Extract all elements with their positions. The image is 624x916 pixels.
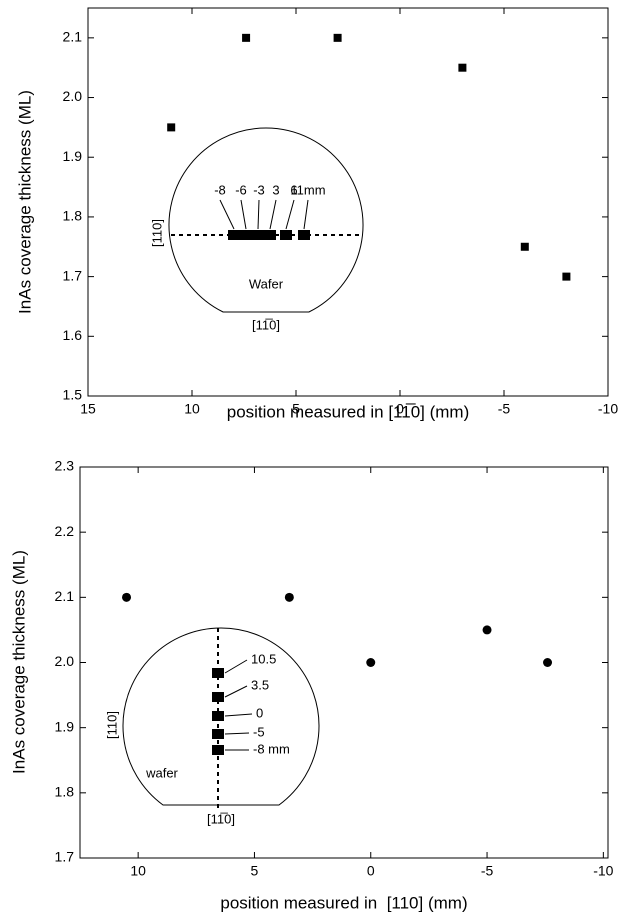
inset-label: [110] [149,219,164,247]
inset-label: 3 [272,182,279,197]
inset-marker [252,230,264,240]
inset-leader [257,199,260,230]
y-tick-label: 1.8 [55,784,75,800]
data-point [366,658,376,667]
data-point [562,272,571,281]
wafer-outline [122,627,320,806]
data-point [520,242,529,251]
y-tick-label: 2.1 [63,29,83,45]
data-point [482,625,492,635]
y-tick-label: 1.6 [63,327,83,343]
inset-label: [110] [104,711,119,739]
data-point [242,33,251,42]
y-tick-label: 1.9 [55,718,75,734]
inset-label: wafer [145,765,178,780]
x-tick-label: -5 [498,401,511,417]
inset-label: 11mm [290,182,325,197]
inset-marker [212,692,224,702]
inset-label: -3 [253,182,265,197]
inset-label: [11̅0] [207,811,235,826]
x-tick-label: 0 [367,863,375,879]
y-tick-label: 2.3 [55,458,75,474]
x-axis-label: position measured in [110] (mm) [220,893,467,912]
y-tick-label: 1.8 [63,208,83,224]
y-tick-label: 2.0 [55,653,75,669]
plot-frame [79,466,609,859]
y-axis-label: InAs coverage thickness (ML) [9,550,28,774]
data-point [543,658,553,667]
inset-label: 0 [256,705,263,720]
inset-label: Wafer [249,276,284,291]
inset-label: -6 [235,182,247,197]
data-point [122,592,132,602]
y-axis-label: InAs coverage thickness (ML) [15,90,34,314]
inset-marker [212,745,224,755]
inset-marker [264,230,276,240]
x-tick-label: -5 [481,863,494,879]
inset-label: 6 [290,182,297,197]
inset-marker [240,230,252,240]
plot-frame [87,7,609,397]
inset-label: -8 [214,182,226,197]
inset-marker [212,729,224,739]
x-tick-label: 5 [292,401,300,417]
inset-marker [298,230,310,240]
x-tick-label: 0 [396,401,404,417]
inset-marker [228,230,240,240]
y-tick-label: 2.2 [55,523,75,539]
x-tick-label: 15 [80,401,96,417]
y-tick-label: 2.1 [55,588,75,604]
inset-leader [224,713,253,717]
y-tick-label: 1.7 [63,267,83,283]
inset-leader [224,685,248,698]
x-tick-label: 10 [184,401,200,417]
inset-label: -5 [253,724,265,739]
y-tick-label: 1.5 [63,387,83,403]
inset-label: 10.5 [251,651,276,666]
inset-leader [219,199,235,230]
y-tick-label: 1.9 [63,148,83,164]
inset-leader [224,659,248,674]
inset-leader [269,199,277,230]
inset-marker [212,668,224,678]
inset-label: -8 mm [253,741,290,756]
inset-label: 3.5 [251,677,269,692]
inset-leader [303,199,309,230]
x-tick-label: -10 [593,863,613,879]
data-point [458,63,467,72]
x-axis-label: position measured in [11̅0] (mm) [227,402,470,421]
y-tick-label: 2.0 [63,88,83,104]
x-tick-label: 10 [130,863,146,879]
inset-marker [212,711,224,721]
inset-leader [224,732,250,735]
y-tick-label: 1.7 [55,849,75,865]
data-point [167,123,176,132]
data-point [333,33,342,42]
x-tick-label: -10 [598,401,618,417]
inset-leader [240,199,247,230]
inset-marker [280,230,292,240]
wafer-outline [168,127,364,313]
data-point [284,592,294,602]
inset-label: [11̅0] [252,317,280,332]
x-tick-label: 5 [251,863,259,879]
inset-leader [285,199,295,230]
